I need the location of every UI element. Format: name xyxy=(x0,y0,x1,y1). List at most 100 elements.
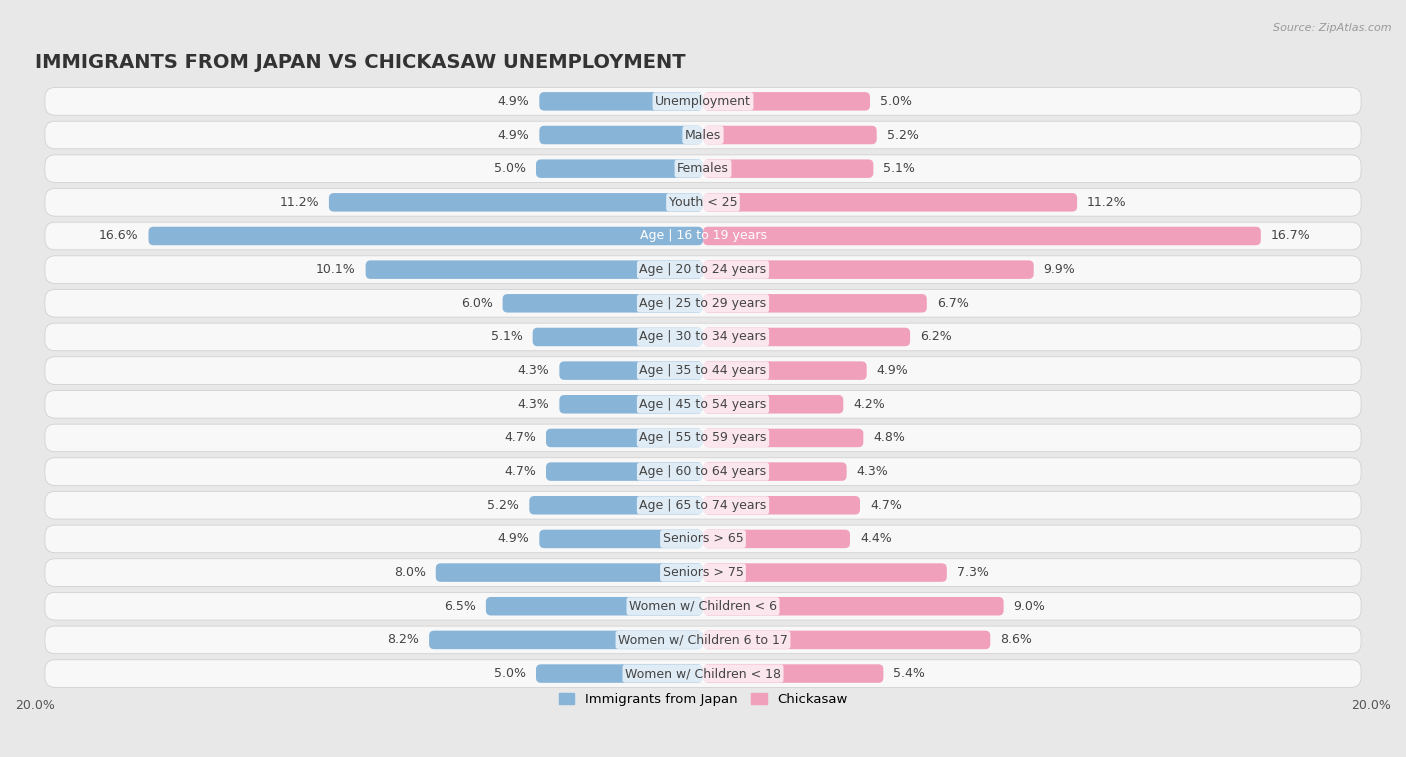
Text: 5.4%: 5.4% xyxy=(893,667,925,680)
FancyBboxPatch shape xyxy=(540,126,703,145)
FancyBboxPatch shape xyxy=(703,597,1004,615)
Text: Seniors > 65: Seniors > 65 xyxy=(662,532,744,546)
Text: Age | 25 to 29 years: Age | 25 to 29 years xyxy=(640,297,766,310)
Text: 5.2%: 5.2% xyxy=(887,129,918,142)
FancyBboxPatch shape xyxy=(429,631,703,650)
Text: 4.7%: 4.7% xyxy=(870,499,901,512)
Text: 4.3%: 4.3% xyxy=(517,364,550,377)
Text: 5.0%: 5.0% xyxy=(494,162,526,175)
Text: Seniors > 75: Seniors > 75 xyxy=(662,566,744,579)
Text: 16.7%: 16.7% xyxy=(1271,229,1310,242)
Text: 11.2%: 11.2% xyxy=(1087,196,1126,209)
Text: Age | 55 to 59 years: Age | 55 to 59 years xyxy=(640,431,766,444)
Text: 4.9%: 4.9% xyxy=(498,95,529,107)
Text: Age | 30 to 34 years: Age | 30 to 34 years xyxy=(640,331,766,344)
FancyBboxPatch shape xyxy=(45,424,1361,452)
FancyBboxPatch shape xyxy=(45,323,1361,350)
FancyBboxPatch shape xyxy=(45,223,1361,250)
Text: 7.3%: 7.3% xyxy=(957,566,988,579)
FancyBboxPatch shape xyxy=(436,563,703,582)
FancyBboxPatch shape xyxy=(546,463,703,481)
Text: 5.2%: 5.2% xyxy=(488,499,519,512)
FancyBboxPatch shape xyxy=(45,660,1361,687)
FancyBboxPatch shape xyxy=(703,160,873,178)
Text: Unemployment: Unemployment xyxy=(655,95,751,107)
FancyBboxPatch shape xyxy=(486,597,703,615)
FancyBboxPatch shape xyxy=(703,227,1261,245)
FancyBboxPatch shape xyxy=(366,260,703,279)
Text: Age | 45 to 54 years: Age | 45 to 54 years xyxy=(640,397,766,411)
FancyBboxPatch shape xyxy=(45,491,1361,519)
FancyBboxPatch shape xyxy=(540,530,703,548)
Text: 16.6%: 16.6% xyxy=(98,229,138,242)
FancyBboxPatch shape xyxy=(45,155,1361,182)
Text: 4.9%: 4.9% xyxy=(498,129,529,142)
FancyBboxPatch shape xyxy=(540,92,703,111)
FancyBboxPatch shape xyxy=(529,496,703,515)
Text: Age | 20 to 24 years: Age | 20 to 24 years xyxy=(640,263,766,276)
Text: Women w/ Children < 18: Women w/ Children < 18 xyxy=(626,667,780,680)
Text: 4.8%: 4.8% xyxy=(873,431,905,444)
FancyBboxPatch shape xyxy=(45,188,1361,217)
FancyBboxPatch shape xyxy=(703,496,860,515)
Text: Females: Females xyxy=(678,162,728,175)
FancyBboxPatch shape xyxy=(45,626,1361,654)
Text: 6.5%: 6.5% xyxy=(444,600,475,612)
FancyBboxPatch shape xyxy=(45,458,1361,485)
FancyBboxPatch shape xyxy=(45,357,1361,385)
Text: 11.2%: 11.2% xyxy=(280,196,319,209)
Text: 4.3%: 4.3% xyxy=(517,397,550,411)
Text: 4.4%: 4.4% xyxy=(860,532,891,546)
FancyBboxPatch shape xyxy=(45,391,1361,418)
Text: 6.2%: 6.2% xyxy=(920,331,952,344)
Text: 4.7%: 4.7% xyxy=(505,465,536,478)
FancyBboxPatch shape xyxy=(533,328,703,346)
FancyBboxPatch shape xyxy=(703,563,946,582)
FancyBboxPatch shape xyxy=(703,665,883,683)
Text: Age | 35 to 44 years: Age | 35 to 44 years xyxy=(640,364,766,377)
Text: Women w/ Children 6 to 17: Women w/ Children 6 to 17 xyxy=(619,634,787,646)
FancyBboxPatch shape xyxy=(703,193,1077,211)
Text: 4.9%: 4.9% xyxy=(877,364,908,377)
FancyBboxPatch shape xyxy=(45,256,1361,283)
FancyBboxPatch shape xyxy=(536,160,703,178)
Text: 8.0%: 8.0% xyxy=(394,566,426,579)
Text: 4.3%: 4.3% xyxy=(856,465,889,478)
FancyBboxPatch shape xyxy=(703,126,877,145)
FancyBboxPatch shape xyxy=(703,530,851,548)
Text: Youth < 25: Youth < 25 xyxy=(669,196,737,209)
Text: 9.9%: 9.9% xyxy=(1043,263,1076,276)
FancyBboxPatch shape xyxy=(45,559,1361,587)
Text: 8.6%: 8.6% xyxy=(1000,634,1032,646)
FancyBboxPatch shape xyxy=(45,289,1361,317)
Text: 8.2%: 8.2% xyxy=(387,634,419,646)
Text: 5.1%: 5.1% xyxy=(491,331,523,344)
FancyBboxPatch shape xyxy=(703,428,863,447)
Text: 9.0%: 9.0% xyxy=(1014,600,1046,612)
FancyBboxPatch shape xyxy=(703,395,844,413)
Text: Age | 65 to 74 years: Age | 65 to 74 years xyxy=(640,499,766,512)
FancyBboxPatch shape xyxy=(703,294,927,313)
FancyBboxPatch shape xyxy=(703,631,990,650)
FancyBboxPatch shape xyxy=(45,88,1361,115)
Text: 5.0%: 5.0% xyxy=(880,95,912,107)
FancyBboxPatch shape xyxy=(546,428,703,447)
FancyBboxPatch shape xyxy=(45,525,1361,553)
FancyBboxPatch shape xyxy=(703,463,846,481)
Text: 5.0%: 5.0% xyxy=(494,667,526,680)
FancyBboxPatch shape xyxy=(329,193,703,211)
FancyBboxPatch shape xyxy=(149,227,703,245)
Text: 5.1%: 5.1% xyxy=(883,162,915,175)
FancyBboxPatch shape xyxy=(502,294,703,313)
Text: IMMIGRANTS FROM JAPAN VS CHICKASAW UNEMPLOYMENT: IMMIGRANTS FROM JAPAN VS CHICKASAW UNEMP… xyxy=(35,53,686,72)
FancyBboxPatch shape xyxy=(45,593,1361,620)
Text: 4.2%: 4.2% xyxy=(853,397,884,411)
Legend: Immigrants from Japan, Chickasaw: Immigrants from Japan, Chickasaw xyxy=(553,687,853,711)
Text: Males: Males xyxy=(685,129,721,142)
Text: Source: ZipAtlas.com: Source: ZipAtlas.com xyxy=(1274,23,1392,33)
Text: 4.9%: 4.9% xyxy=(498,532,529,546)
Text: 6.7%: 6.7% xyxy=(936,297,969,310)
Text: 6.0%: 6.0% xyxy=(461,297,492,310)
Text: 4.7%: 4.7% xyxy=(505,431,536,444)
FancyBboxPatch shape xyxy=(703,361,866,380)
